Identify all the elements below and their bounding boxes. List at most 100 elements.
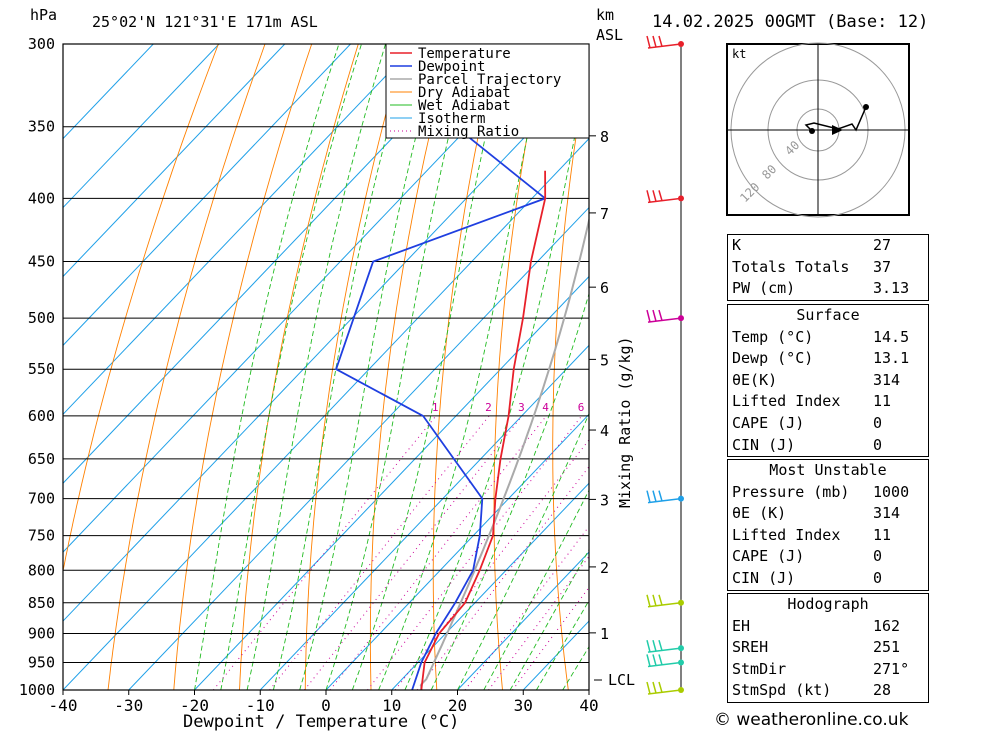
pressure-tick-label: 700: [28, 490, 55, 508]
index-value: 11: [873, 392, 892, 411]
wind-barb-flag: [646, 309, 651, 323]
index-key: CAPE (J): [732, 413, 805, 432]
datetime-label: 14.02.2025 00GMT (Base: 12): [652, 12, 928, 32]
pressure-tick-label: 550: [28, 360, 55, 378]
index-key: CAPE (J): [732, 547, 805, 566]
index-key: CIN (J): [732, 435, 796, 454]
temperature-tick-label: 10: [382, 696, 401, 715]
chart-profiles: [335, 44, 589, 690]
wet-adiabat-line: [509, 548, 589, 690]
surface-row: θE(K) 314: [728, 370, 928, 392]
index-key: Lifted Index: [732, 525, 841, 544]
hpa-unit-label: hPa: [30, 6, 57, 24]
wind-barb-flag: [646, 594, 651, 607]
index-value: 0: [873, 413, 883, 432]
temperature-tick-label: -30: [114, 696, 143, 715]
pressure-isobars: [63, 43, 589, 691]
legend-label-isotherm: Isotherm: [418, 111, 485, 127]
surface-title: Surface: [796, 306, 860, 324]
pressure-tick-label: 650: [28, 450, 55, 468]
wind-barb-flag: [652, 654, 657, 666]
index-key: PW (cm): [732, 279, 796, 298]
index-value: 314: [873, 370, 901, 389]
isotherm-line: [63, 137, 589, 690]
wind-barb-flag: [646, 190, 651, 203]
isotherm-line: [259, 344, 589, 690]
chart-legend: Temperature Dewpoint Parcel Trajectory D…: [385, 43, 590, 140]
wind-barb-flag: [646, 35, 651, 48]
pressure-tick-label: 750: [28, 527, 55, 545]
wind-barb-flag: [652, 681, 657, 694]
dry-adiabat-line: [665, 44, 700, 690]
wind-barb-flag: [658, 309, 663, 321]
most-unstable-panel: Most Unstable Pressure (mb) 1000 θE (K) 31…: [727, 459, 929, 591]
wind-barb-flag: [658, 190, 663, 201]
mu-row: Lifted Index 11: [728, 525, 928, 547]
pressure-tick-label: 1000: [19, 681, 55, 699]
height-tick-label: 2: [600, 559, 609, 577]
wind-barb: [646, 681, 682, 695]
index-key: StmSpd (kt): [732, 681, 832, 700]
surface-row: Dewp (°C) 13.1: [728, 348, 928, 370]
credit-link[interactable]: © weatheronline.co.uk: [714, 710, 909, 730]
wind-barb: [646, 594, 682, 608]
wind-barb: [646, 190, 682, 204]
surface-row: Temp (°C) 14.5: [728, 327, 928, 349]
index-key: SREH: [732, 638, 769, 657]
wind-barb-staff: [647, 317, 682, 323]
wind-barb-staff: [647, 602, 682, 608]
index-key: Lifted Index: [732, 392, 841, 411]
pressure-tick-label: 800: [28, 561, 55, 579]
index-value: 271°: [873, 659, 910, 678]
index-row-pw: PW (cm) 3.13: [728, 278, 928, 300]
mixing-ratio-line: [394, 439, 589, 690]
mixing-ratio-label: 25: [714, 401, 727, 414]
wind-barb-flag: [652, 190, 657, 202]
hodograph-indices-title: Hodograph: [787, 595, 869, 613]
wind-barb-flag: [646, 639, 651, 653]
dry-adiabat-line: [493, 44, 546, 690]
isotherm-line: [63, 44, 549, 553]
mixing-ratio-line: [213, 415, 437, 690]
most-unstable-title: Most Unstable: [769, 461, 887, 479]
wind-barb: [646, 35, 682, 49]
wind-barb-flag: [658, 681, 663, 693]
legend-label-temperature: Temperature: [418, 46, 511, 62]
index-value: 1000: [873, 482, 910, 501]
index-value: 28: [873, 681, 892, 700]
pressure-tick-label: 400: [28, 189, 55, 207]
index-row-totals: Totals Totals 37: [728, 257, 928, 279]
pressure-tick-label: 850: [28, 594, 55, 612]
mixing-ratio-line: [304, 415, 523, 690]
temperature-tick-label: 0: [321, 696, 331, 715]
temperature-tick-label: -10: [246, 696, 275, 715]
surface-panel: Surface Temp (°C) 14.5 Dewp (°C) 13.1 θE(K…: [727, 304, 929, 458]
index-key: θE(K): [732, 370, 778, 389]
isotherm-line: [63, 68, 589, 622]
wind-barb-staff: [647, 661, 682, 668]
isotherm-line: [63, 44, 220, 209]
pressure-tick-label: 600: [28, 407, 55, 425]
mixing-ratio-line: [367, 415, 583, 690]
index-value: 13.1: [873, 349, 910, 368]
index-key: StmDir: [732, 659, 787, 678]
legend-label-mixing-ratio: Mixing Ratio: [418, 124, 519, 140]
wet-adiabat-line: [483, 489, 589, 690]
wind-barb-staff: [647, 647, 682, 653]
hodograph-indices-panel: Hodograph EH 162 SREH 251 StmDir 271° StmSp…: [727, 593, 929, 703]
parcel-trajectory-line: [420, 216, 589, 690]
surface-row: CIN (J) 0: [728, 435, 928, 457]
index-value: 27: [873, 236, 892, 254]
storm-motion-arrow: [832, 125, 843, 135]
wet-adiabat-line: [457, 412, 589, 690]
index-key: Pressure (mb): [732, 482, 850, 501]
dry-adiabat-line: [239, 44, 359, 690]
dry-adiabat-line: [918, 44, 1000, 690]
wet-adiabat-line: [325, 44, 472, 690]
height-tick-label: 7: [600, 205, 609, 223]
height-tick-label: 3: [600, 491, 609, 509]
dry-adiabat-line: [369, 44, 452, 690]
legend-label-dry-adiabat: Dry Adiabat: [418, 85, 511, 101]
temperature-tick-label: 20: [448, 696, 467, 715]
